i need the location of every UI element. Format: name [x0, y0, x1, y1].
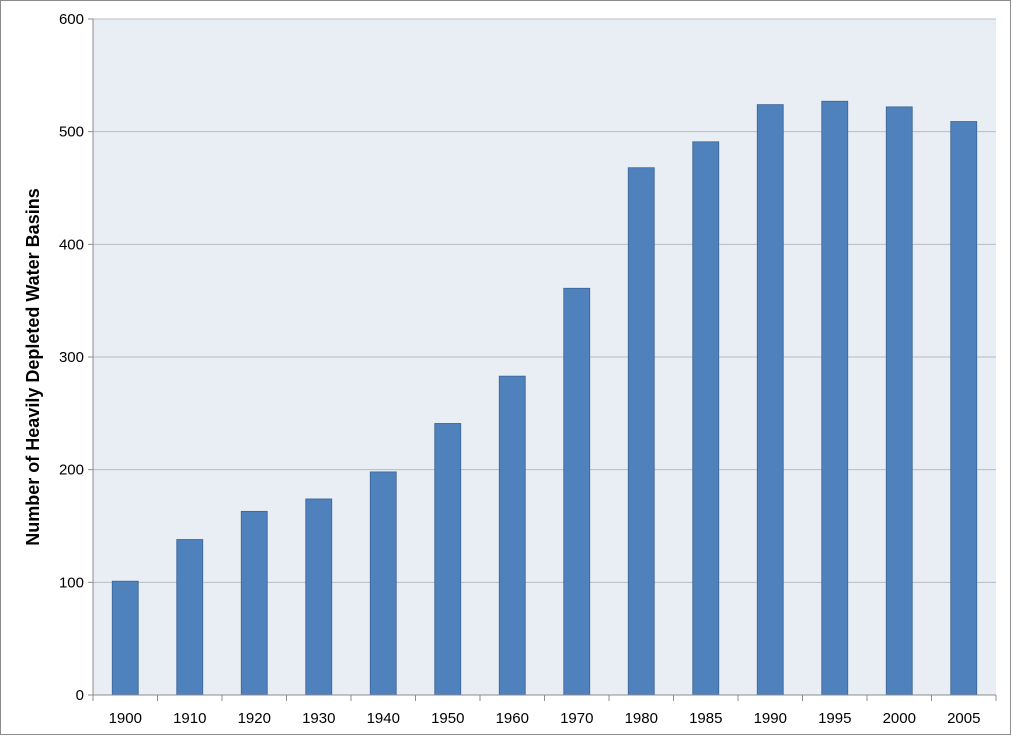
bar-1960 — [498, 375, 526, 696]
x-tick-label: 1920 — [238, 710, 271, 727]
bar-2005 — [950, 121, 978, 696]
bar-1900 — [111, 580, 139, 696]
y-tick-label: 600 — [59, 11, 84, 28]
bar-1980 — [627, 167, 655, 696]
x-tick-label: 1930 — [302, 710, 335, 727]
y-tick-labels: 0 100 200 300 400 500 600 — [59, 11, 84, 704]
y-tick-label: 100 — [59, 574, 84, 591]
bar-1940 — [369, 471, 397, 696]
x-tick-labels: 1900 1910 1920 1930 1940 1950 1960 1970 1980 1985… — [109, 710, 981, 727]
x-tick-label: 1900 — [109, 710, 142, 727]
y-tick-label: 300 — [59, 349, 84, 366]
x-tick-label: 1970 — [560, 710, 593, 727]
y-tick-label: 500 — [59, 124, 84, 141]
x-tick-label: 1990 — [754, 710, 787, 727]
bar-1970 — [563, 287, 591, 696]
bars — [111, 100, 978, 696]
x-tick-label: 1940 — [367, 710, 400, 727]
x-tick-label: 1995 — [818, 710, 851, 727]
x-tick-label: 1980 — [625, 710, 658, 727]
axes — [92, 19, 997, 701]
bar-1930 — [305, 498, 333, 696]
bar-1990 — [756, 104, 784, 696]
y-tick-label: 0 — [76, 687, 84, 704]
x-tick-label: 2005 — [947, 710, 980, 727]
bar-1920 — [240, 510, 268, 696]
x-tick-label: 2000 — [883, 710, 916, 727]
bar-1985 — [692, 141, 720, 696]
y-tick-label: 400 — [59, 236, 84, 253]
bar-2000 — [885, 106, 913, 696]
bar-1910 — [176, 539, 204, 696]
x-tick-label: 1950 — [431, 710, 464, 727]
y-tick-label: 200 — [59, 462, 84, 479]
x-tick-label: 1985 — [689, 710, 722, 727]
y-axis-label: Number of Heavily Depleted Water Basins — [23, 188, 43, 545]
bar-1950 — [434, 423, 462, 696]
x-tick-label: 1960 — [496, 710, 529, 727]
bar-1995 — [821, 100, 849, 696]
x-tick-label: 1910 — [173, 710, 206, 727]
